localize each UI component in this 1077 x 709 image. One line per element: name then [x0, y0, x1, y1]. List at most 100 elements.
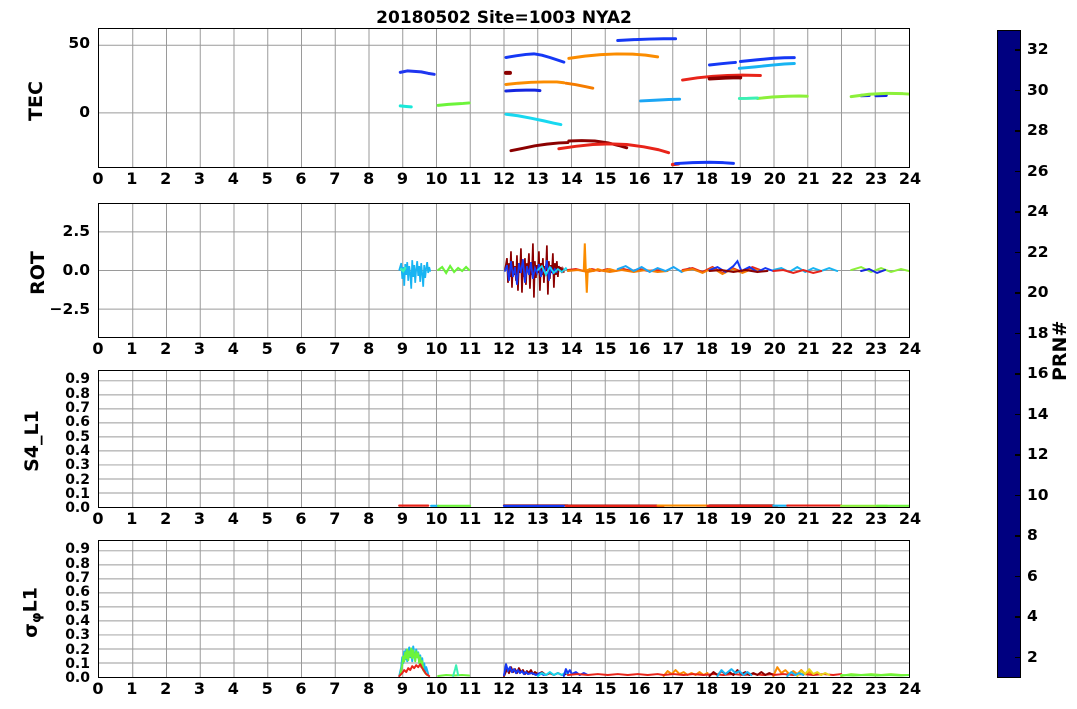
panel-sigma-phi-l1-canvas — [99, 541, 909, 677]
xtick-s4-l1-16: 16 — [628, 509, 651, 528]
xtick-rot-17: 17 — [662, 339, 685, 358]
xtick-sigma-phi-l1-20: 20 — [763, 679, 786, 698]
xtick-sigma-phi-l1-7: 7 — [329, 679, 341, 698]
xtick-sigma-phi-l1-2: 2 — [160, 679, 172, 698]
xtick-rot-1: 1 — [126, 339, 138, 358]
xtick-rot-22: 22 — [831, 339, 854, 358]
xtick-tec-24: 24 — [898, 169, 922, 188]
xtick-s4-l1-19: 19 — [729, 509, 752, 528]
xtick-tec-2: 2 — [160, 169, 172, 188]
xtick-tec-14: 14 — [560, 169, 583, 188]
colorbar-tickmark-28 — [1015, 130, 1021, 132]
colorbar-tickmark-6 — [1015, 575, 1021, 578]
xtick-s4-l1-22: 22 — [831, 509, 854, 528]
xtick-sigma-phi-l1-12: 12 — [492, 679, 516, 698]
xtick-tec-4: 4 — [227, 169, 239, 188]
colorbar-tickmark-24 — [1015, 211, 1021, 213]
colorbar-tick-16: 16 — [1027, 364, 1049, 383]
panel-sigma-ytick-8: 0.8 — [65, 556, 90, 572]
colorbar-label: PRN# — [1049, 320, 1071, 381]
panel-s4-l1 — [98, 370, 910, 508]
colorbar-tick-28: 28 — [1027, 121, 1049, 140]
xtick-tec-19: 19 — [729, 169, 752, 188]
xtick-tec-7: 7 — [329, 169, 341, 188]
panel-tec-canvas — [99, 29, 909, 167]
panel-sigma-ytick-0: 0.0 — [65, 670, 90, 686]
panel-sigma-phi-l1 — [98, 540, 910, 678]
xtick-tec-18: 18 — [695, 169, 719, 188]
xtick-sigma-phi-l1-19: 19 — [729, 679, 752, 698]
xtick-rot-10: 10 — [425, 339, 448, 358]
xtick-rot-20: 20 — [763, 339, 786, 358]
colorbar-tickmark-26 — [1015, 170, 1021, 173]
xtick-s4-l1-24: 24 — [898, 509, 922, 528]
colorbar-tick-4: 4 — [1027, 607, 1038, 626]
panel-sigma-ytick-3: 0.3 — [65, 627, 90, 643]
panel-s4-l1-ytick-1: 0.1 — [65, 486, 90, 502]
xtick-s4-l1-8: 8 — [363, 509, 375, 528]
colorbar-tick-2: 2 — [1027, 647, 1038, 666]
xtick-s4-l1-0: 0 — [92, 509, 104, 528]
colorbar[interactable] — [997, 30, 1021, 678]
xtick-sigma-phi-l1-9: 9 — [396, 679, 409, 698]
panel-sigma-ytick-7: 0.7 — [65, 570, 90, 586]
colorbar-tick-8: 8 — [1027, 526, 1038, 545]
colorbar-tick-30: 30 — [1027, 80, 1049, 99]
xtick-rot-24: 24 — [898, 339, 922, 358]
xtick-s4-l1-1: 1 — [126, 509, 138, 528]
panel-tec — [98, 28, 910, 168]
xtick-tec-21: 21 — [797, 169, 820, 188]
xtick-tec-20: 20 — [763, 169, 786, 188]
panel-sigma-ytick-1: 0.1 — [65, 656, 90, 672]
xtick-tec-1: 1 — [126, 169, 138, 188]
colorbar-tick-6: 6 — [1027, 566, 1038, 585]
panel-sigma-ytick-6: 0.6 — [65, 584, 90, 600]
xtick-tec-5: 5 — [261, 169, 273, 188]
xtick-sigma-phi-l1-14: 14 — [560, 679, 583, 698]
xtick-rot-2: 2 — [160, 339, 172, 358]
xtick-sigma-phi-l1-6: 6 — [295, 679, 307, 698]
colorbar-tickmark-10 — [1015, 494, 1021, 497]
colorbar-tickmark-16 — [1015, 373, 1021, 375]
panel-s4-l1-ytick-7: 0.7 — [65, 400, 90, 416]
colorbar-gradient — [997, 30, 1021, 678]
xtick-sigma-phi-l1-13: 13 — [526, 679, 549, 698]
xtick-rot-13: 13 — [526, 339, 549, 358]
xtick-sigma-phi-l1-0: 0 — [92, 679, 104, 698]
xtick-tec-16: 16 — [628, 169, 651, 188]
xtick-rot-21: 21 — [797, 339, 820, 358]
xtick-sigma-phi-l1-1: 1 — [126, 679, 138, 698]
xtick-tec-11: 11 — [459, 169, 482, 188]
xtick-sigma-phi-l1-23: 23 — [865, 679, 888, 698]
xtick-s4-l1-14: 14 — [560, 509, 583, 528]
xtick-sigma-phi-l1-21: 21 — [797, 679, 820, 698]
xtick-tec-8: 8 — [363, 169, 375, 188]
xtick-rot-23: 23 — [865, 339, 888, 358]
xtick-sigma-phi-l1-11: 11 — [459, 679, 482, 698]
xtick-s4-l1-13: 13 — [526, 509, 549, 528]
xtick-rot-3: 3 — [193, 339, 206, 358]
panel-sigma-ytick-9: 0.9 — [65, 541, 90, 557]
xtick-sigma-phi-l1-10: 10 — [425, 679, 448, 698]
page-title: 20180502 Site=1003 NYA2 — [376, 8, 632, 28]
panel-tec-ytick-0: 0 — [79, 103, 90, 121]
xtick-sigma-phi-l1-15: 15 — [594, 679, 617, 698]
xtick-s4-l1-17: 17 — [662, 509, 685, 528]
panel-tec-ytick-50: 50 — [68, 34, 90, 52]
xtick-tec-13: 13 — [526, 169, 549, 188]
panel-s4-l1-ytick-4: 0.4 — [65, 443, 90, 459]
xtick-tec-10: 10 — [425, 169, 448, 188]
xtick-rot-14: 14 — [560, 339, 583, 358]
panel-rot-ytick-0: −2.5 — [49, 300, 90, 318]
colorbar-tick-24: 24 — [1027, 202, 1049, 221]
colorbar-tickmark-32 — [1015, 49, 1021, 51]
panel-s4-l1-ytick-2: 0.2 — [65, 472, 90, 488]
panel-sigma-ytick-4: 0.4 — [65, 613, 90, 629]
colorbar-tick-14: 14 — [1027, 404, 1049, 423]
xtick-rot-0: 0 — [92, 339, 104, 358]
colorbar-tick-18: 18 — [1027, 323, 1049, 342]
xtick-tec-12: 12 — [492, 169, 516, 188]
xtick-sigma-phi-l1-17: 17 — [662, 679, 685, 698]
panel-s4-l1-ytick-3: 0.3 — [65, 457, 90, 473]
panel-rot-canvas — [99, 204, 909, 337]
